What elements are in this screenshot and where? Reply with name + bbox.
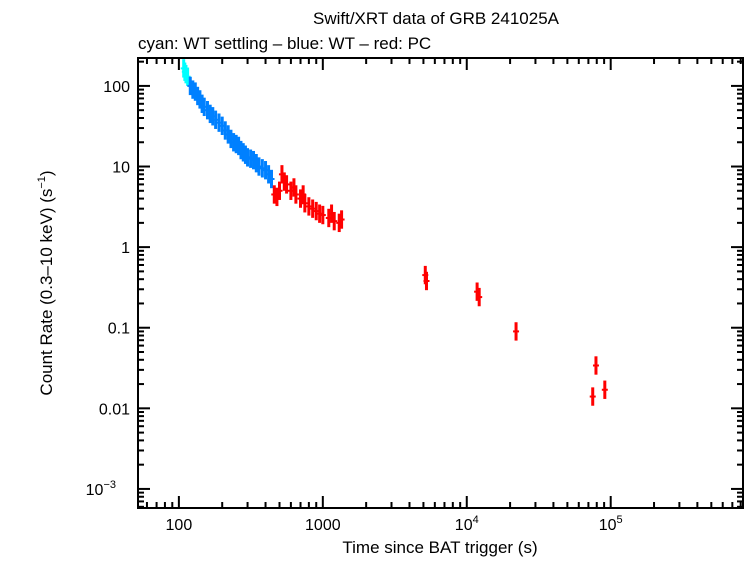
- x-tick-label: 104: [455, 514, 479, 534]
- y-axis-label-main: Count Rate (0.3–10 keV) (s: [37, 189, 56, 396]
- x-tick-label-text: 1000: [305, 517, 341, 534]
- data-point: [268, 169, 275, 189]
- x-tick-label-text: 100: [166, 517, 193, 534]
- y-tick-label-text: 0.1: [108, 321, 130, 338]
- x-tick-label-text: 10: [599, 517, 617, 534]
- y-tick-label-sup: −3: [103, 479, 116, 491]
- data-point: [305, 197, 312, 216]
- data-point: [601, 380, 608, 399]
- y-tick-label: 10−3: [86, 479, 116, 499]
- data-point: [592, 356, 599, 375]
- data-point: [423, 271, 430, 291]
- y-tick-label: 0.1: [108, 321, 130, 338]
- data-point: [309, 199, 316, 218]
- chart-subtitle: cyan: WT settling – blue: WT – red: PC: [138, 34, 431, 53]
- y-tick-label-text: 1: [121, 240, 130, 257]
- y-axis-label-end: ): [37, 170, 56, 176]
- x-tick-label-sup: 5: [617, 514, 623, 526]
- y-tick-label-text: 100: [103, 79, 130, 96]
- data-point: [276, 181, 283, 200]
- y-tick-label-text: 10: [86, 482, 104, 499]
- x-axis-label: Time since BAT trigger (s): [342, 538, 537, 557]
- y-axis-label-sup: −1: [36, 176, 48, 189]
- data-point: [589, 387, 596, 406]
- data-point: [513, 322, 520, 341]
- x-tick-label-text: 10: [455, 517, 473, 534]
- data-point: [338, 210, 345, 229]
- y-tick-label: 1: [121, 240, 130, 257]
- x-tick-label: 100: [166, 517, 193, 534]
- y-tick-label: 0.01: [99, 401, 130, 418]
- x-tick-label: 105: [599, 514, 623, 534]
- data-point: [292, 185, 299, 204]
- y-tick-label: 10: [112, 160, 130, 177]
- y-axis-label: Count Rate (0.3–10 keV) (s−1): [36, 170, 56, 395]
- y-tick-label-text: 10: [112, 160, 130, 177]
- chart-title: Swift/XRT data of GRB 241025A: [313, 9, 560, 28]
- data-point: [319, 205, 326, 225]
- y-tick-label: 100: [103, 79, 130, 96]
- y-tick-label-text: 0.01: [99, 401, 130, 418]
- data-point: [476, 287, 483, 307]
- data-point: [331, 211, 338, 231]
- plot-frame: [137, 57, 744, 509]
- data-point: [283, 175, 290, 194]
- x-tick-label: 1000: [305, 517, 341, 534]
- data-point: [301, 194, 308, 213]
- x-tick-label-sup: 4: [473, 514, 479, 526]
